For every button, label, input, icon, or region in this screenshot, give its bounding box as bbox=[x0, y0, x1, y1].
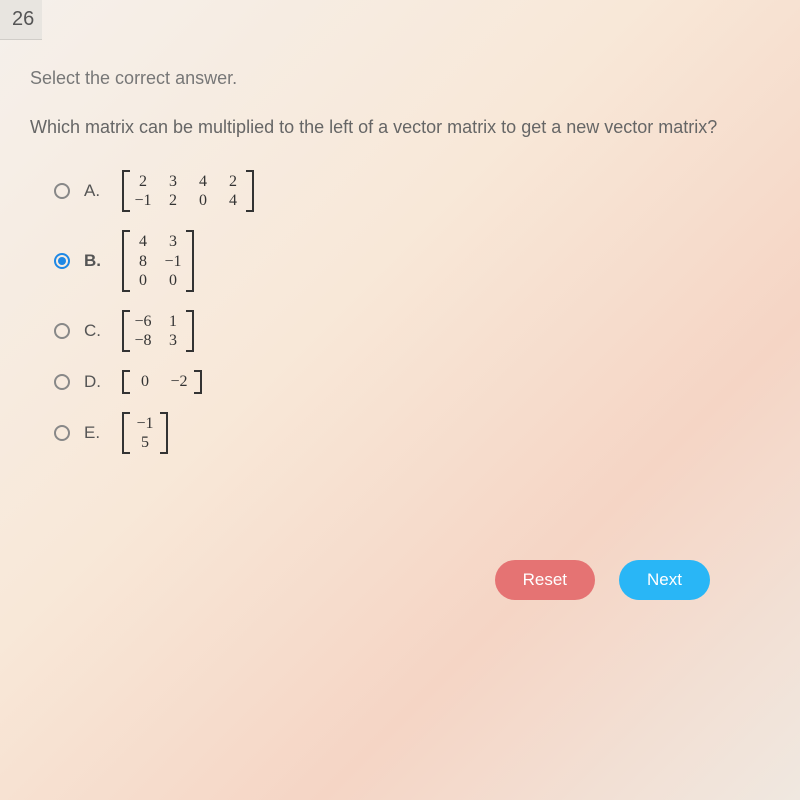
question-text: Which matrix can be multiplied to the le… bbox=[30, 117, 770, 138]
matrix-b: 43 8−1 00 bbox=[122, 230, 194, 292]
next-button[interactable]: Next bbox=[619, 560, 710, 600]
radio-e[interactable] bbox=[54, 425, 70, 441]
option-letter-a: A. bbox=[84, 181, 106, 201]
option-e[interactable]: E. −1 5 bbox=[54, 412, 770, 454]
content-area: Select the correct answer. Which matrix … bbox=[0, 40, 800, 500]
option-letter-c: C. bbox=[84, 321, 106, 341]
radio-d[interactable] bbox=[54, 374, 70, 390]
radio-a[interactable] bbox=[54, 183, 70, 199]
option-d[interactable]: D. 0−2 bbox=[54, 370, 770, 393]
option-b[interactable]: B. 43 8−1 00 bbox=[54, 230, 770, 292]
radio-b[interactable] bbox=[54, 253, 70, 269]
matrix-e: −1 5 bbox=[122, 412, 168, 454]
matrix-d: 0−2 bbox=[122, 370, 202, 393]
option-c[interactable]: C. −61 −83 bbox=[54, 310, 770, 352]
option-letter-d: D. bbox=[84, 372, 106, 392]
question-number: 26 bbox=[0, 0, 42, 40]
matrix-a: 2342 −1204 bbox=[122, 170, 254, 212]
reset-button[interactable]: Reset bbox=[495, 560, 595, 600]
button-row: Reset Next bbox=[495, 560, 710, 600]
option-letter-e: E. bbox=[84, 423, 106, 443]
option-a[interactable]: A. 2342 −1204 bbox=[54, 170, 770, 212]
radio-c[interactable] bbox=[54, 323, 70, 339]
matrix-c: −61 −83 bbox=[122, 310, 194, 352]
option-letter-b: B. bbox=[84, 251, 106, 271]
instruction-text: Select the correct answer. bbox=[30, 68, 770, 89]
options-list: A. 2342 −1204 B. 43 8−1 00 bbox=[54, 170, 770, 454]
